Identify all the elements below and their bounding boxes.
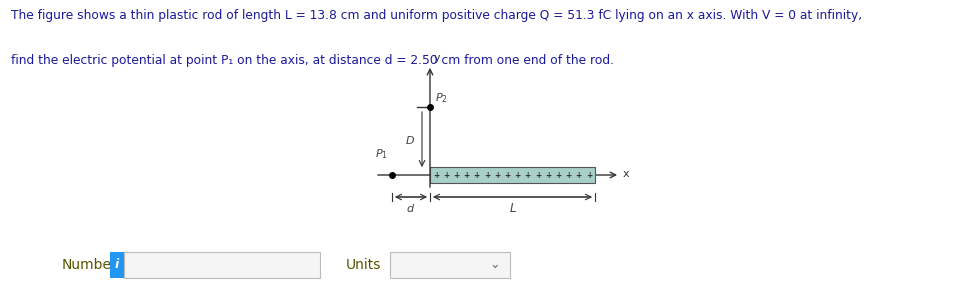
Text: $L$: $L$ xyxy=(508,202,517,215)
Text: +: + xyxy=(555,170,562,179)
Text: +: + xyxy=(433,170,439,179)
Text: +: + xyxy=(494,170,501,179)
Text: $P_2$: $P_2$ xyxy=(435,91,448,105)
Text: Units: Units xyxy=(346,258,382,272)
Text: +: + xyxy=(504,170,510,179)
Text: $P_1$: $P_1$ xyxy=(375,147,388,161)
Bar xyxy=(390,252,510,278)
Bar xyxy=(124,252,320,278)
Text: x: x xyxy=(623,169,630,179)
Text: +: + xyxy=(463,170,470,179)
Text: +: + xyxy=(566,170,571,179)
Text: ⌄: ⌄ xyxy=(489,259,500,272)
Text: D: D xyxy=(406,136,414,146)
Text: +: + xyxy=(515,170,521,179)
Text: +: + xyxy=(443,170,450,179)
Text: find the electric potential at point P₁ on the axis, at distance d = 2.50 cm fro: find the electric potential at point P₁ … xyxy=(11,54,614,67)
Bar xyxy=(430,167,595,183)
Text: +: + xyxy=(454,170,459,179)
Text: +: + xyxy=(474,170,479,179)
Bar xyxy=(110,252,124,278)
Text: i: i xyxy=(115,259,119,272)
Text: y: y xyxy=(434,53,440,63)
Text: +: + xyxy=(535,170,541,179)
Text: Number: Number xyxy=(62,258,118,272)
Text: +: + xyxy=(586,170,592,179)
Text: +: + xyxy=(545,170,551,179)
Text: +: + xyxy=(576,170,582,179)
Text: +: + xyxy=(524,170,531,179)
Text: $d$: $d$ xyxy=(407,202,415,214)
Text: The figure shows a thin plastic rod of length L = 13.8 cm and uniform positive c: The figure shows a thin plastic rod of l… xyxy=(11,9,862,22)
Text: +: + xyxy=(484,170,490,179)
